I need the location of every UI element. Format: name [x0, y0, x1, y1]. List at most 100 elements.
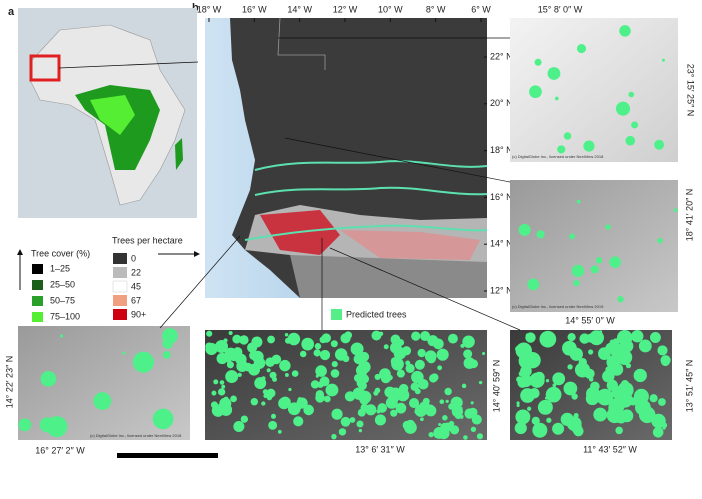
predicted-tree [554, 96, 559, 101]
predicted-tree [654, 139, 665, 150]
predicted-tree [514, 421, 527, 435]
predicted-tree [210, 401, 218, 409]
lon-label: 16° W [242, 4, 267, 14]
predicted-tree [596, 388, 614, 406]
lon-label: 18° W [197, 4, 222, 14]
predicted-tree [529, 372, 545, 388]
predicted-tree [586, 386, 600, 401]
legend-swatch [113, 295, 127, 306]
predicted-tree [442, 415, 448, 421]
predicted-tree [595, 257, 603, 264]
scale-bar [117, 453, 218, 458]
predicted-tree [418, 378, 429, 390]
predicted-tree [416, 406, 424, 415]
predicted-tree [417, 348, 426, 358]
predicted-tree [132, 351, 154, 373]
panel-label: b [192, 2, 199, 14]
predicted-tree [569, 347, 583, 361]
predicted-tree [325, 383, 339, 397]
inset-lat: 14° 22′ 23″ N [4, 356, 14, 409]
predicted-tree [652, 426, 664, 438]
predicted-tree [240, 415, 249, 423]
predicted-tree [471, 414, 482, 425]
predicted-tree [440, 422, 449, 432]
predicted-tree [537, 399, 553, 415]
predicted-tree [299, 350, 307, 358]
predicted-tree [371, 330, 382, 341]
predicted-tree [429, 374, 438, 383]
predicted-tree [288, 387, 292, 392]
predicted-tree [619, 25, 631, 37]
predicted-tree [18, 418, 32, 432]
predicted-tree [344, 331, 353, 340]
predicted-tree [571, 423, 583, 435]
predicted-tree [545, 379, 550, 383]
predicted-tree [408, 397, 420, 409]
predicted-tree [445, 399, 449, 403]
inset-lon: 16° 27′ 2″ W [35, 445, 85, 455]
predicted-tree [461, 383, 467, 389]
inset-lat: 23° 15′ 25″ N [686, 64, 696, 117]
predicted-tree [221, 384, 226, 389]
predicted-tree [272, 376, 278, 382]
predicted-tree [590, 265, 599, 274]
predicted-tree [213, 379, 219, 385]
predicted-tree [439, 399, 445, 405]
predicted-tree [527, 278, 540, 291]
predicted-tree [396, 369, 405, 378]
predicted-tree [617, 296, 624, 303]
predicted-tree [217, 388, 226, 396]
credit: (c) DigitalGlobe Inc., licensed under Ne… [512, 154, 604, 159]
legend-swatch [32, 296, 43, 306]
predicted-tree [414, 388, 421, 395]
legend-label: 25–50 [50, 279, 75, 289]
predicted-tree [338, 428, 347, 436]
lat-label: 16° N [490, 192, 513, 202]
predicted-tree [448, 420, 455, 427]
predicted-tree [93, 392, 112, 410]
predicted-tree [277, 429, 282, 434]
predicted-tree [576, 352, 581, 356]
predicted-tree [462, 335, 475, 348]
legend-arrow-head [194, 251, 200, 257]
predicted-tree [463, 435, 468, 440]
predicted-tree [266, 368, 271, 373]
legend-label: Predicted trees [346, 309, 407, 319]
predicted-tree [365, 404, 377, 416]
predicted-tree [270, 413, 277, 419]
predicted-tree [634, 399, 651, 416]
predicted-tree [520, 388, 535, 403]
predicted-tree [420, 417, 424, 422]
lon-label: 10° W [378, 4, 403, 14]
predicted-tree [162, 328, 178, 344]
predicted-tree [425, 405, 437, 417]
predicted-tree [313, 349, 321, 357]
predicted-tree [374, 373, 381, 380]
predicted-tree [416, 362, 421, 367]
predicted-tree [598, 330, 603, 334]
predicted-tree [420, 330, 431, 342]
legend-swatch [32, 312, 43, 322]
isohyet [254, 186, 488, 196]
madagascar [175, 138, 183, 170]
africa-forest-dense [90, 95, 135, 135]
predicted-tree [301, 337, 315, 351]
predicted-tree [585, 333, 595, 343]
predicted-tree [428, 432, 434, 438]
predicted-tree [330, 340, 338, 348]
predicted-tree [268, 420, 278, 430]
connector [284, 137, 511, 183]
predicted-tree [545, 386, 562, 403]
predicted-tree [279, 359, 291, 372]
predicted-tree [529, 85, 542, 99]
predicted-tree [162, 350, 171, 359]
lat-label: 20° N [490, 98, 513, 108]
legend-label: 0 [131, 253, 136, 263]
lat-label: 14° N [490, 239, 513, 249]
predicted-tree [657, 345, 668, 356]
predicted-tree [331, 408, 343, 420]
predicted-tree [356, 420, 364, 428]
predicted-tree [266, 394, 273, 401]
predicted-tree [576, 44, 587, 54]
predicted-tree [315, 390, 325, 399]
